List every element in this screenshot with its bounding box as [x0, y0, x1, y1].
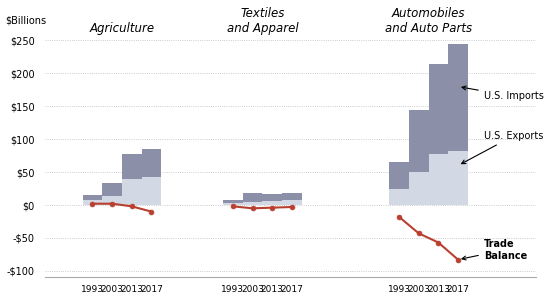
Bar — [243, 193, 262, 202]
Bar — [409, 110, 428, 172]
Bar — [262, 194, 282, 201]
Bar — [428, 154, 448, 205]
Text: $Billions: $Billions — [6, 16, 46, 26]
Bar — [122, 179, 141, 205]
Bar — [389, 162, 409, 188]
Bar — [102, 196, 122, 205]
Bar — [262, 201, 282, 205]
Text: Trade
Balance: Trade Balance — [462, 239, 527, 261]
Text: Textiles
and Apparel: Textiles and Apparel — [227, 7, 298, 35]
Bar — [82, 200, 102, 205]
Text: Automobiles
and Auto Parts: Automobiles and Auto Parts — [385, 7, 472, 35]
Bar — [223, 203, 243, 205]
Bar — [409, 172, 428, 205]
Bar — [82, 195, 102, 200]
Bar — [243, 202, 262, 205]
Bar — [223, 200, 243, 203]
Bar — [282, 200, 302, 205]
Bar — [282, 193, 302, 200]
Text: Agriculture: Agriculture — [89, 22, 154, 35]
Text: U.S. Exports: U.S. Exports — [462, 131, 543, 164]
Bar — [389, 188, 409, 205]
Bar — [448, 44, 468, 151]
Bar — [428, 64, 448, 154]
Bar — [141, 177, 161, 205]
Bar — [122, 154, 141, 179]
Bar — [102, 183, 122, 196]
Bar — [448, 151, 468, 205]
Text: U.S. Imports: U.S. Imports — [462, 86, 544, 101]
Bar — [141, 149, 161, 177]
